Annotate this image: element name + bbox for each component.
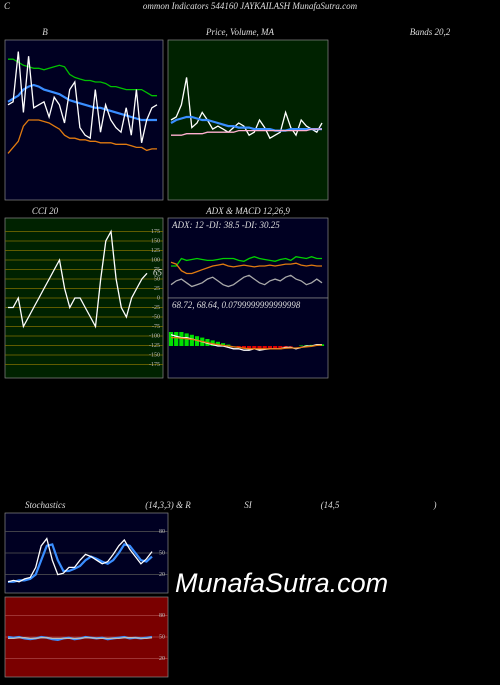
histogram-bar	[252, 346, 257, 350]
panel-title: ADX & MACD 12,26,9	[205, 206, 290, 216]
histogram-bar	[194, 336, 200, 346]
series-line	[8, 637, 153, 640]
histogram-bar	[247, 346, 252, 349]
y-tick-label: -175	[149, 362, 160, 368]
histogram-bar	[267, 346, 273, 349]
series-line	[171, 128, 322, 136]
y-tick-label: -50	[152, 314, 160, 320]
header-left: C	[4, 1, 11, 11]
histogram-bar	[288, 346, 293, 347]
y-tick-label: 20	[159, 572, 165, 578]
y-tick-label: -100	[149, 333, 160, 339]
histogram-bar	[283, 346, 288, 348]
y-tick-label: 80	[159, 529, 165, 535]
histogram-bar	[278, 346, 283, 349]
y-tick-label: 50	[159, 550, 165, 556]
histogram-bar	[236, 346, 241, 348]
y-tick-label: 50	[154, 276, 160, 282]
panel-title: CCI 20	[32, 206, 59, 216]
histogram-bar	[179, 332, 184, 346]
y-tick-label: 20	[159, 656, 165, 662]
panel-title: B	[42, 27, 48, 37]
title-part: )	[433, 500, 437, 510]
histogram-bar	[273, 346, 278, 349]
y-tick-label: -150	[149, 352, 160, 358]
y-tick-label: -75	[152, 324, 160, 330]
histogram-bar	[299, 345, 304, 346]
histogram-bar	[215, 341, 220, 346]
y-tick-label: -125	[149, 343, 160, 349]
histogram-bar	[184, 333, 189, 346]
panel	[167, 297, 329, 379]
y-tick-label: 125	[151, 248, 160, 254]
series-line	[8, 58, 157, 97]
series-line	[170, 261, 322, 275]
series-line	[170, 115, 322, 132]
y-tick-label: 0	[157, 295, 160, 301]
panel-title: Price, Volume, MA	[205, 27, 274, 37]
panel-subtitle: Bands 20,2	[410, 27, 451, 37]
histogram-bar	[257, 346, 262, 350]
title-part: (14,5	[321, 500, 340, 510]
watermark: MunafaSutra.com	[175, 568, 388, 598]
y-tick-label: 150	[151, 238, 160, 244]
title-part: Stochastics	[25, 500, 66, 510]
annotation: 68.72, 68.64, 0.0799999999999998	[172, 300, 301, 310]
series-line	[7, 537, 153, 583]
histogram-bar	[262, 346, 267, 349]
title-part: SI	[244, 500, 253, 510]
panel	[167, 39, 329, 201]
histogram-bar	[189, 334, 194, 346]
y-tick-label: 175	[151, 229, 160, 235]
series-line	[171, 336, 323, 350]
series-line	[171, 256, 322, 267]
y-tick-label: 80	[159, 613, 165, 619]
histogram-bar	[220, 343, 226, 346]
series-line	[8, 229, 148, 329]
series-line	[170, 274, 323, 288]
series-line	[7, 51, 158, 143]
histogram-bar	[168, 332, 174, 346]
y-tick-label: 25	[154, 286, 160, 292]
value-label: 65	[153, 267, 163, 277]
histogram-bar	[226, 344, 231, 346]
annotation: ADX: 12 -DI: 38.5 -DI: 30.25	[171, 220, 280, 230]
y-tick-label: 75	[154, 267, 160, 273]
histogram-bar	[174, 332, 179, 346]
title-part: (14,3,3) & R	[145, 500, 191, 510]
series-line	[7, 83, 157, 122]
y-tick-label: -25	[152, 305, 160, 311]
histogram-bar	[241, 346, 246, 349]
y-tick-label: 100	[151, 257, 160, 263]
header: ommon Indicators 544160 JAYKAILASH Munaf…	[143, 1, 358, 11]
series-line	[7, 119, 157, 154]
y-tick-label: 50	[159, 634, 165, 640]
